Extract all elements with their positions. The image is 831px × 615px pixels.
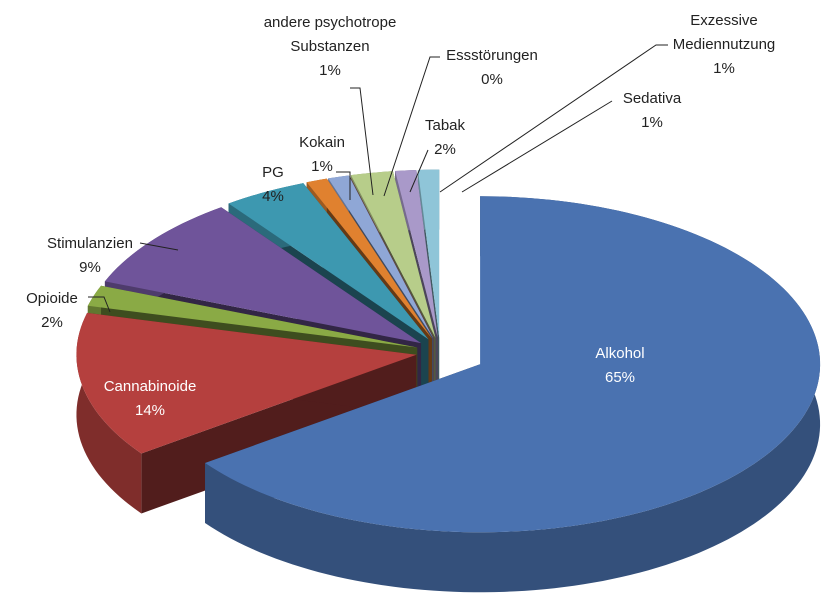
leader-line	[439, 44, 668, 193]
slice	[76, 312, 417, 454]
slice-value-label: 1%	[319, 62, 341, 79]
slice-value-label: 1%	[311, 158, 333, 175]
slice-value-label: 4%	[262, 188, 284, 205]
slice-label: Kokain	[299, 134, 345, 151]
slice-value-label: 9%	[79, 259, 101, 276]
slice-label: Essstörungen	[446, 47, 538, 64]
slice	[228, 183, 429, 340]
leader-line	[350, 87, 374, 196]
slice-label: Sedativa	[622, 90, 682, 107]
slice-value-label: 1%	[641, 114, 663, 131]
slice	[349, 175, 435, 339]
leader-lines	[88, 44, 668, 313]
slice-value-label: 1%	[713, 60, 735, 77]
leader-line	[336, 171, 351, 200]
leader-line	[88, 296, 111, 313]
slice-label: andere psychotrope Substanzen	[263, 14, 397, 55]
slice	[87, 285, 418, 348]
slice-value-label: 14%	[134, 402, 166, 419]
slice-label: PG	[262, 164, 284, 181]
slice	[417, 169, 440, 338]
slice-label: Cannabinoide	[103, 378, 197, 395]
slices	[76, 169, 821, 593]
slice-value-label: 65%	[604, 369, 636, 386]
slice	[395, 169, 438, 338]
slice-value-label: 0%	[481, 71, 503, 88]
slice	[306, 178, 432, 339]
leader-line	[383, 56, 440, 197]
slice	[328, 175, 434, 339]
slice-rim	[205, 196, 821, 593]
slice-label: Alkohol	[595, 345, 645, 362]
slice-label: Tabak	[424, 117, 466, 134]
slice-rim	[76, 312, 142, 514]
slice	[205, 196, 821, 533]
slice-value-label: 2%	[434, 141, 456, 158]
leader-line	[461, 100, 613, 193]
slice-value-label: 2%	[41, 314, 63, 331]
leader-line	[139, 242, 179, 251]
slice	[104, 207, 422, 344]
leader-line	[409, 149, 429, 193]
slice	[350, 171, 436, 338]
slice-label: Opioide	[26, 290, 78, 307]
slice-label: Exzessive Mediennutzung	[672, 12, 776, 53]
slice-label: Stimulanzien	[47, 235, 133, 252]
